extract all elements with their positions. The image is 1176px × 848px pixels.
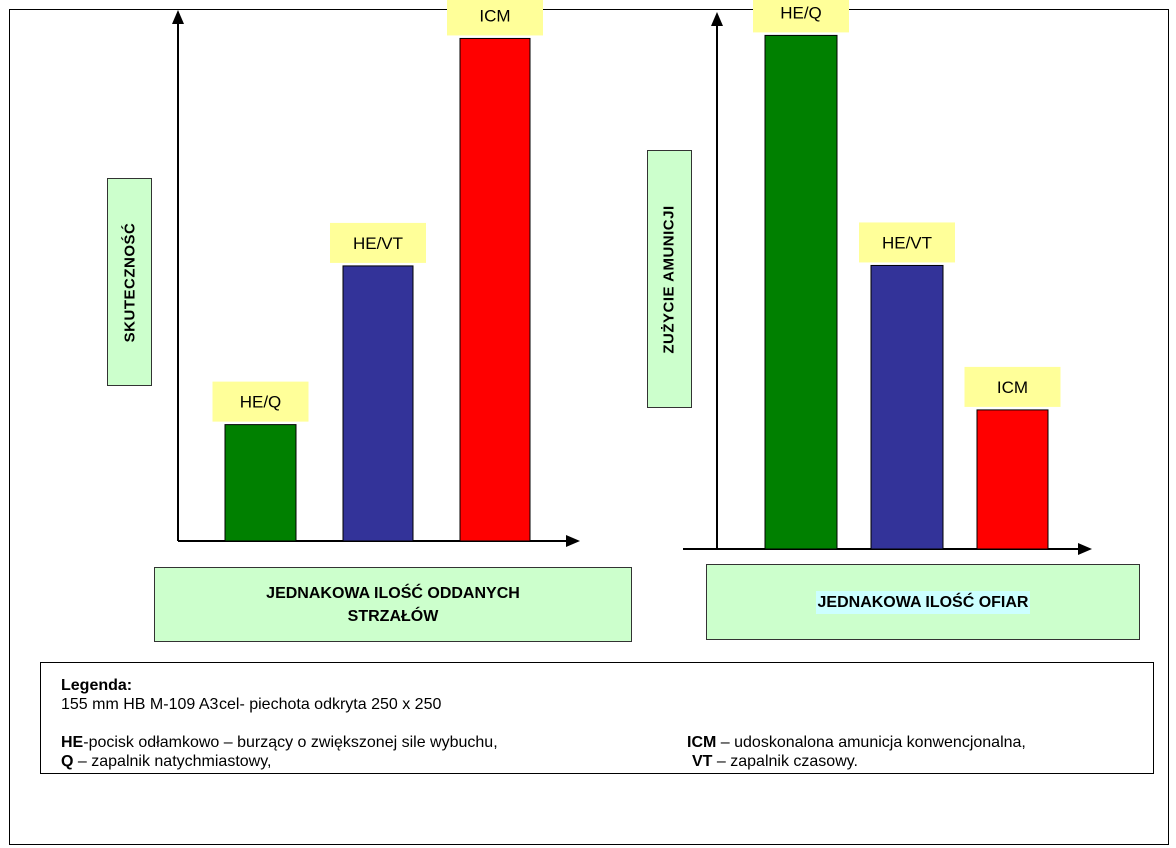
chart2-x-axis-arrow (1078, 543, 1092, 555)
chart1-ylabel: SKUTECZNOŚĆ (107, 178, 152, 386)
chart1-bar-he-vt (342, 265, 414, 542)
legend-text-he: -pocisk odłamkowo – burzący o zwiększone… (83, 734, 498, 751)
outer-frame (9, 9, 1169, 845)
legend-weapon: 155 mm HB M-109 A3 (61, 696, 219, 713)
chart1-xlabel: JEDNAKOWA ILOŚĆ ODDANYCH STRZAŁÓW (154, 567, 632, 642)
legend-term-q: Q (61, 753, 74, 770)
legend-def-q: Q – zapalnik natychmiastowy, (61, 752, 271, 771)
chart2-bar-label-bg-1 (859, 222, 955, 263)
chart2-bar-he-q (764, 34, 838, 550)
legend-term-vt: VT (692, 753, 713, 770)
chart2-ylabel-text: ZUŻYCIE AMUNICJI (661, 204, 678, 354)
chart1-xlabel-text: JEDNAKOWA ILOŚĆ ODDANYCH STRZAŁÓW (266, 584, 520, 625)
chart1-bar-icm (459, 37, 531, 542)
legend-text-q: – zapalnik natychmiastowy, (73, 753, 272, 770)
legend-def-he: HE-pocisk odłamkowo – burzący o zwiększo… (61, 733, 498, 752)
chart2-bar-label-bg-2 (964, 366, 1061, 407)
chart2-bar-icm (976, 409, 1049, 550)
chart1-bar-label-he-q: HE/Q (240, 393, 282, 412)
legend-title: Legenda: (61, 677, 133, 694)
chart2-bar-label-he-q: HE/Q (780, 3, 822, 22)
chart2-bar-he-vt (870, 264, 944, 550)
chart1-bar-label-bg-2 (447, 0, 543, 36)
legend-term-he: HE (61, 734, 84, 751)
chart1-bar-label-he-vt: HE/VT (353, 234, 403, 253)
chart2-y-axis-arrow (711, 12, 723, 26)
chart1-bar-he-q (224, 424, 297, 542)
chart1-x-axis-arrow (566, 535, 580, 547)
chart1-bar-label-bg-0 (212, 381, 309, 422)
chart2-bar-label-he-vt: HE/VT (882, 233, 932, 252)
chart2-xlabel-text: JEDNAKOWA ILOŚĆ OFIAR (815, 590, 1031, 614)
chart2-bar-label-icm: ICM (997, 378, 1028, 397)
chart2-ylabel: ZUŻYCIE AMUNICJI (647, 150, 692, 408)
legend-target: cel- piechota odkryta 250 x 250 (219, 696, 442, 713)
chart1-ylabel-text: SKUTECZNOŚĆ (121, 222, 139, 342)
legend-box: Legenda: 155 mm HB M-109 A3 cel- piechot… (40, 662, 1154, 774)
chart1-bar-label-icm: ICM (479, 6, 510, 25)
legend-def-icm: ICM – udoskonalona amunicja konwencjonal… (687, 733, 1026, 752)
legend-text-icm: – udoskonalona amunicja konwencjonalna, (716, 734, 1026, 751)
chart2-xlabel: JEDNAKOWA ILOŚĆ OFIAR (706, 564, 1140, 640)
chart1-y-axis-arrow (172, 10, 184, 24)
legend-def-vt: VT – zapalnik czasowy. (692, 752, 858, 771)
legend-term-icm: ICM (687, 734, 717, 751)
legend-definitions: HE-pocisk odłamkowo – burzący o zwiększo… (61, 733, 1153, 771)
legend-line-1: 155 mm HB M-109 A3 cel- piechota odkryta… (61, 695, 1153, 714)
chart1-bar-label-bg-1 (330, 222, 426, 263)
chart2-bar-label-bg-0 (753, 0, 849, 33)
legend-text-vt: – zapalnik czasowy. (712, 753, 858, 770)
